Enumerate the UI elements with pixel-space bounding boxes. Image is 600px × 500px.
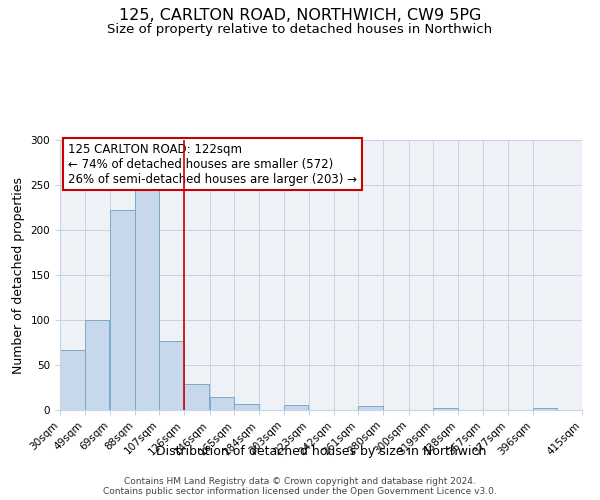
Bar: [433, 408, 458, 410]
Bar: [235, 404, 259, 410]
Bar: [85, 320, 109, 410]
Text: Size of property relative to detached houses in Northwich: Size of property relative to detached ho…: [107, 22, 493, 36]
Bar: [110, 210, 135, 410]
Text: Contains HM Land Registry data © Crown copyright and database right 2024.: Contains HM Land Registry data © Crown c…: [124, 477, 476, 486]
Bar: [160, 340, 184, 410]
Bar: [184, 384, 209, 410]
Text: 125, CARLTON ROAD, NORTHWICH, CW9 5PG: 125, CARLTON ROAD, NORTHWICH, CW9 5PG: [119, 8, 481, 22]
Bar: [135, 190, 160, 410]
Text: 125 CARLTON ROAD: 122sqm
← 74% of detached houses are smaller (572)
26% of semi-: 125 CARLTON ROAD: 122sqm ← 74% of detach…: [68, 142, 357, 186]
Text: Contains public sector information licensed under the Open Government Licence v3: Contains public sector information licen…: [103, 487, 497, 496]
Bar: [60, 350, 85, 410]
Bar: [210, 398, 235, 410]
Y-axis label: Number of detached properties: Number of detached properties: [12, 176, 25, 374]
Bar: [358, 406, 383, 410]
Bar: [284, 404, 308, 410]
Bar: [533, 408, 557, 410]
Text: Distribution of detached houses by size in Northwich: Distribution of detached houses by size …: [156, 444, 486, 458]
